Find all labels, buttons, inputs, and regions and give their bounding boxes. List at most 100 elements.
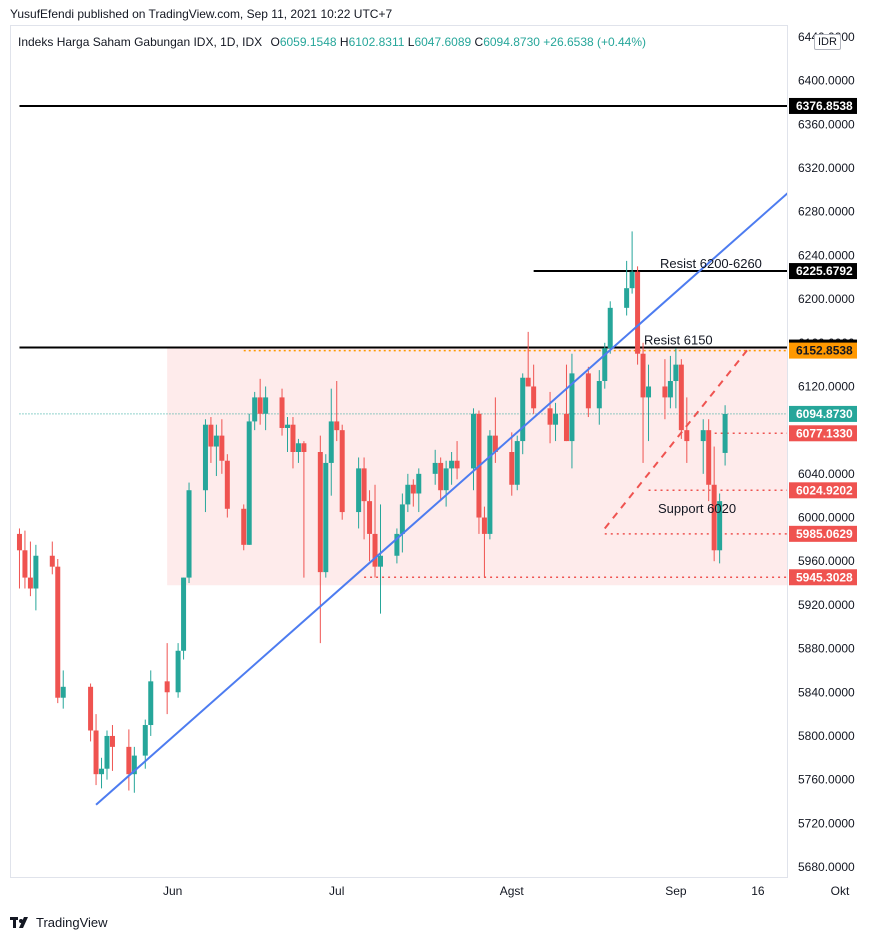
candle-body [416, 473, 422, 494]
chart-frame [10, 25, 788, 878]
tradingview-logo-icon [10, 916, 28, 928]
price-label-box [789, 342, 857, 359]
candle-body [164, 681, 170, 693]
candle-body [208, 424, 214, 447]
price-label: 6376.8538 [796, 99, 853, 113]
y-tick-label: 6320.0000 [798, 161, 855, 175]
candle-body [295, 443, 301, 452]
candle-body [367, 501, 373, 534]
candle-body [126, 746, 132, 775]
candle-body [509, 452, 515, 485]
x-tick-label: Okt [831, 884, 850, 898]
candle-body [16, 533, 22, 551]
candle-body [60, 686, 66, 698]
close-value: 6094.8730 [483, 35, 540, 49]
price-label: 6077.1330 [796, 426, 853, 440]
y-tick-label: 5800.0000 [798, 729, 855, 743]
candle-body [356, 468, 362, 513]
candle-body [186, 490, 192, 578]
candle-body [514, 441, 520, 485]
candle-body [148, 681, 154, 726]
candle-body [285, 424, 290, 428]
price-label: 6152.8538 [796, 344, 853, 358]
y-tick-label: 5840.0000 [798, 685, 855, 699]
candle-body [241, 508, 247, 545]
candle-body [481, 517, 487, 534]
candle-body [246, 421, 252, 545]
candle-body [361, 468, 367, 502]
candle-body [646, 386, 652, 398]
candle-body [454, 460, 460, 469]
candle-body [563, 413, 569, 442]
candle-body [607, 307, 613, 349]
y-tick-label: 5880.0000 [798, 642, 855, 656]
candle-body [640, 353, 646, 398]
candle-body [706, 430, 712, 485]
symbol-title: Indeks Harga Saham Gabungan IDX, 1D, IDX [18, 35, 263, 49]
candle-body [22, 550, 28, 578]
candle-body [722, 413, 728, 453]
y-tick-label: 5920.0000 [798, 598, 855, 612]
y-tick-label: 6040.0000 [798, 467, 855, 481]
candle-body [339, 430, 345, 513]
price-label-box [789, 405, 857, 422]
candle-body [711, 484, 717, 551]
candle-body [531, 386, 537, 409]
y-tick-label: 5960.0000 [798, 554, 855, 568]
candle-body [717, 501, 723, 551]
candle-body [449, 460, 455, 469]
candle-body [33, 555, 39, 589]
price-label: 6225.6792 [796, 264, 853, 278]
candle-body [317, 452, 323, 573]
candle-body [487, 435, 493, 534]
candle-body [323, 462, 329, 573]
price-label-box [789, 263, 857, 280]
candle-body [399, 504, 405, 534]
candle-body [602, 348, 608, 382]
price-label: 6024.9202 [796, 483, 853, 497]
candle-body [88, 686, 94, 731]
candle-body [109, 735, 115, 747]
candle-body [684, 430, 690, 442]
candle-body [142, 725, 148, 756]
candle-body [131, 755, 137, 775]
plot-area: Resist 6200-6260 Resist 6150 Support 6020 [16, 104, 787, 806]
candle-body [175, 650, 181, 693]
candle-body [678, 364, 684, 431]
candle-body [181, 577, 187, 651]
y-tick-label: 6240.0000 [798, 248, 855, 262]
footer: TradingView [10, 915, 108, 930]
price-label: 6094.8730 [796, 407, 853, 421]
price-label: 5985.0629 [796, 527, 853, 541]
change-value: +26.6538 (+0.44%) [543, 35, 647, 49]
ohlc-legend: Indeks Harga Saham Gabungan IDX, 1D, IDX… [18, 35, 646, 49]
x-tick-label: 16 [751, 884, 765, 898]
y-tick-label: 6200.0000 [798, 292, 855, 306]
candle-body [700, 430, 706, 442]
candle-body [443, 468, 449, 491]
candle-body [290, 424, 296, 452]
brand-name[interactable]: TradingView [36, 915, 108, 930]
annotation-label: Support 6020 [658, 501, 736, 516]
candle-body [104, 735, 110, 769]
currency-badge[interactable]: IDR [814, 34, 841, 50]
published-byline: YusufEfendi published on TradingView.com… [10, 7, 393, 21]
y-tick-label: 6120.0000 [798, 379, 855, 393]
price-label-box [789, 525, 857, 542]
x-tick-label: Jul [329, 884, 344, 898]
candle-body [377, 555, 383, 567]
low-value: 6047.6089 [414, 35, 472, 49]
candle-body [394, 533, 400, 556]
candle-body [662, 386, 668, 398]
candle-body [569, 373, 575, 442]
y-tick-label: 5720.0000 [798, 816, 855, 830]
y-tick-label: 6360.0000 [798, 117, 855, 131]
candle-body [263, 397, 269, 414]
candle-body [667, 381, 673, 398]
annotation-label: Resist 6200-6260 [660, 256, 762, 271]
candle-body [219, 435, 225, 461]
y-tick-label: 6000.0000 [798, 511, 855, 525]
candle-body [438, 462, 444, 491]
price-label-box [789, 425, 857, 442]
